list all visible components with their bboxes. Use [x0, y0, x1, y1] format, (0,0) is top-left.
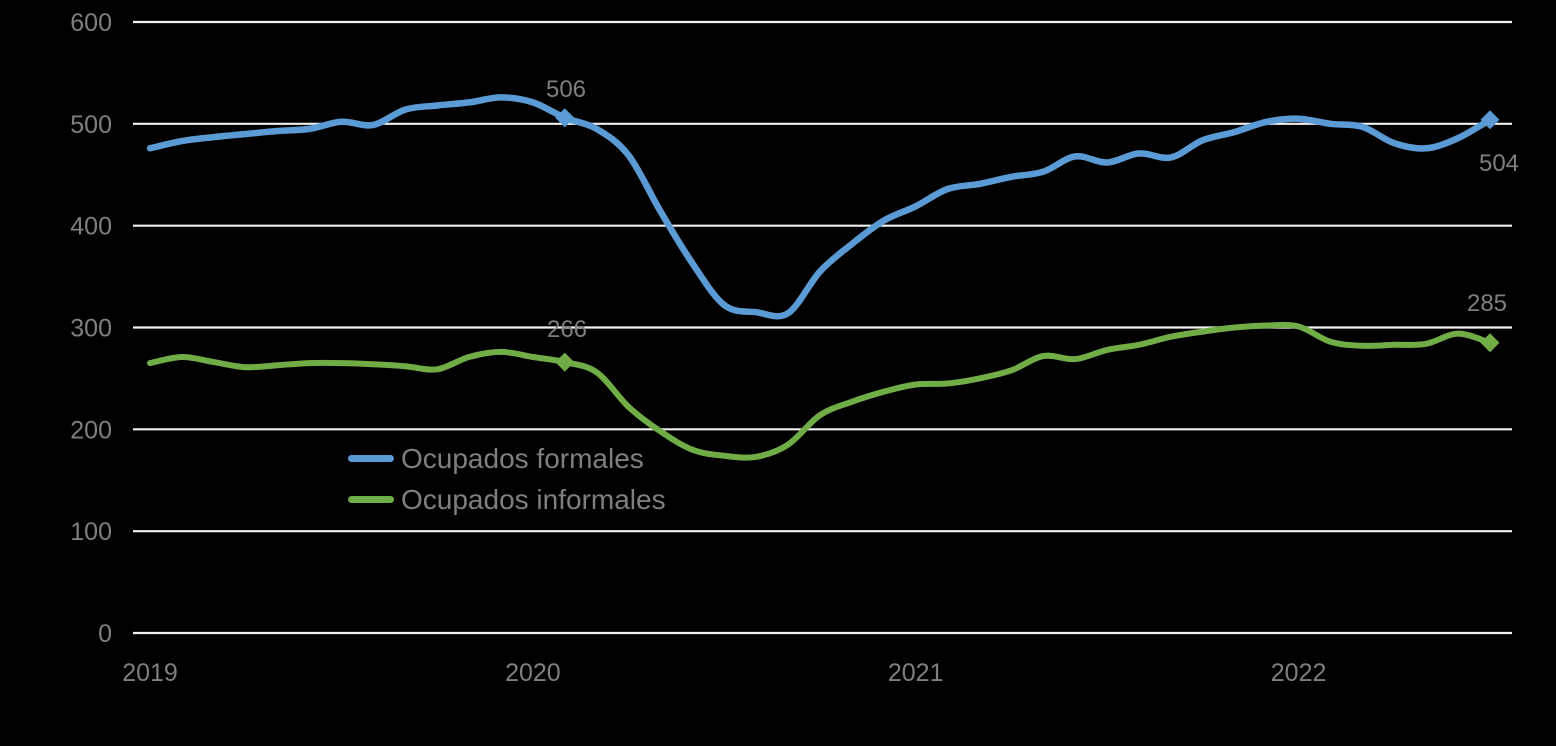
y-tick-label: 600: [70, 9, 112, 37]
data-point-marker: [555, 352, 575, 372]
data-point-marker: [1480, 333, 1500, 353]
chart-legend: Ocupados formales Ocupados informales: [348, 438, 666, 520]
data-point-marker: [1480, 110, 1500, 130]
data-label-informales-feb2020: 266: [546, 316, 588, 343]
series-line-formales: [146, 94, 1494, 320]
x-tick-label: 2020: [505, 659, 561, 687]
y-tick-label: 100: [70, 518, 112, 546]
y-tick-label: 300: [70, 315, 112, 343]
series-line-informales: [147, 321, 1493, 461]
legend-label-formales: Ocupados formales: [401, 442, 644, 474]
data-point-marker: [555, 108, 575, 128]
y-tick-label: 200: [70, 416, 112, 444]
y-tick-label: 400: [70, 213, 112, 241]
y-tick-label: 500: [70, 111, 112, 139]
legend-item-formales: Ocupados formales: [348, 438, 666, 479]
data-label-formales-feb2020: 506: [545, 76, 587, 103]
legend-label-informales: Ocupados informales: [401, 483, 666, 515]
y-tick-label: 0: [98, 620, 112, 648]
legend-swatch-formales: [348, 455, 394, 462]
data-label-informales-last: 285: [1466, 290, 1508, 317]
legend-item-informales: Ocupados informales: [348, 479, 666, 520]
legend-swatch-informales: [348, 496, 394, 503]
data-label-formales-last: 504: [1478, 150, 1520, 177]
x-tick-label: 2021: [888, 659, 944, 687]
x-tick-label: 2022: [1271, 659, 1327, 687]
x-tick-label: 2019: [122, 659, 178, 687]
